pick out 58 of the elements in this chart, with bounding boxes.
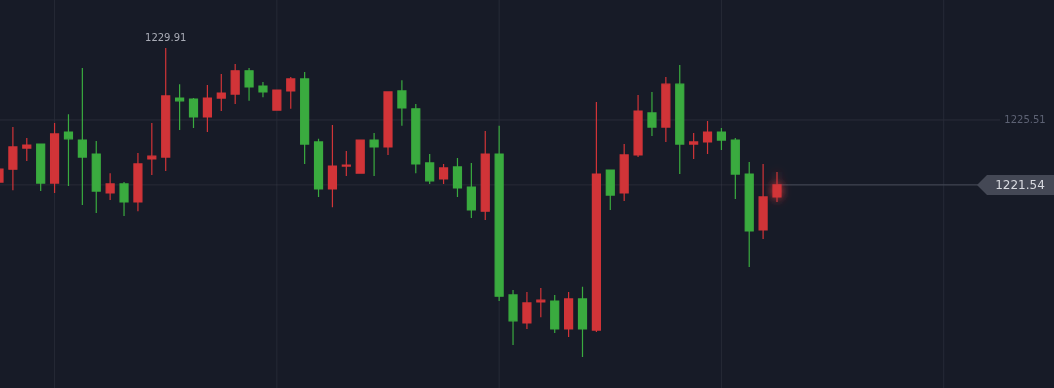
candlestick [689,132,699,160]
candlestick [466,162,476,219]
candlestick [202,84,212,133]
candlestick [91,140,101,214]
candlestick [605,169,615,211]
candlestick [411,103,421,174]
candlestick [244,67,254,102]
candlestick [119,181,129,217]
candlestick [522,291,532,330]
candlestick [369,132,379,177]
candlestick [286,76,296,110]
candlestick [730,137,740,200]
candlestick [341,150,351,177]
candlestick [438,163,449,185]
candlestick [8,126,18,191]
text: 1221.54 [995,178,1045,193]
candlestick [452,157,463,198]
candlestick [675,64,685,175]
candlestick [647,91,657,137]
candlestick [313,138,324,198]
candlestick [550,294,560,334]
candlestick [480,130,490,221]
candlestick [49,122,60,194]
candlestick [216,73,226,112]
candlestick [161,47,171,172]
candlestick [397,79,407,127]
candlestick [230,63,240,105]
text: 1225.51 [1004,114,1046,126]
candlestick [355,139,365,174]
candlestick [591,101,601,333]
text: 1229.91 [145,32,187,43]
candlestick [300,71,310,165]
candlestick [758,163,768,240]
candlestick [383,91,393,156]
candlestick [327,124,338,208]
candlestick [744,161,754,268]
candlestick [272,89,282,111]
candlestick [661,76,671,143]
candlestick [619,143,629,202]
candlestick [63,113,74,187]
candlestick [772,171,782,203]
candlestick [536,287,546,318]
candlestick [147,122,157,176]
candlestick [508,289,518,346]
candlestick [105,172,115,201]
candlestick [133,152,143,212]
candlestick [22,137,32,162]
candlestick [702,120,713,155]
candlestick [564,291,574,338]
candlestick [425,153,435,185]
candlestick [36,143,46,192]
candlestick [716,127,727,151]
candlestick [77,67,87,206]
candlestick [577,286,588,358]
candlestick [633,94,643,158]
candlestick [188,97,199,129]
candlestick [258,81,268,98]
candlestick [175,83,185,131]
